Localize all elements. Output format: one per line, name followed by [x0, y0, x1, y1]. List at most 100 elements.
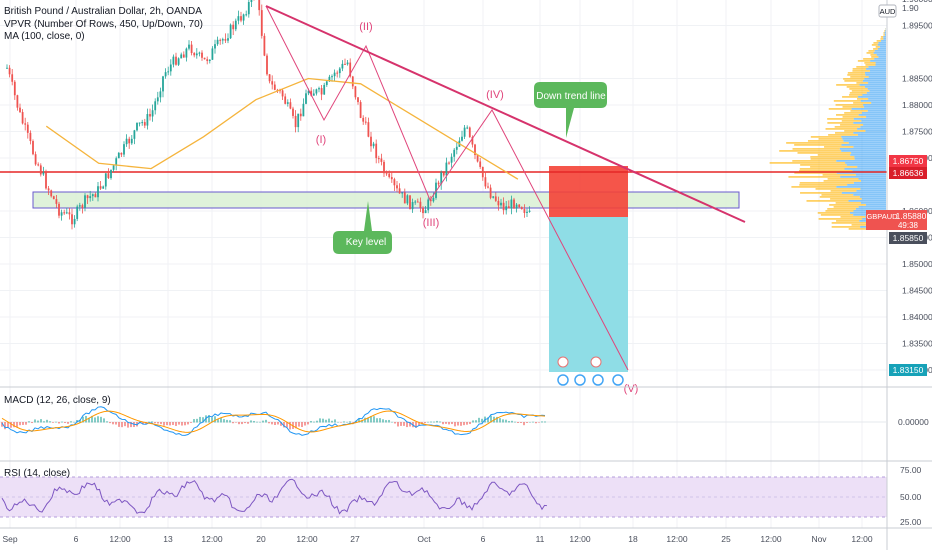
time-tick: 6: [481, 534, 486, 544]
vp-bar-up: [858, 178, 886, 180]
vp-bar-up: [857, 128, 886, 130]
vp-bar-up: [854, 118, 886, 120]
vp-bar-up: [863, 124, 886, 126]
candle-body: [199, 53, 201, 54]
macd-bar: [343, 421, 345, 422]
candle-body: [456, 147, 458, 150]
candle-body: [170, 65, 172, 72]
candle-body: [188, 45, 190, 49]
candle-body: [121, 153, 123, 155]
macd-bar: [373, 416, 375, 422]
vp-bar-down: [800, 192, 842, 194]
candle-body: [297, 114, 299, 127]
chart-title: British Pound / Australian Dollar, 2h, O…: [4, 6, 202, 17]
vp-bar-down: [836, 202, 861, 204]
macd-bar: [397, 422, 399, 426]
vp-bar-down: [872, 44, 878, 46]
candle-body: [287, 102, 289, 104]
candle-body: [245, 14, 247, 15]
candle-body: [503, 203, 505, 210]
time-tick: 12:00: [760, 534, 782, 544]
vp-bar-up: [871, 102, 886, 104]
vp-bar-up: [840, 176, 886, 178]
vp-bar-down: [807, 200, 849, 202]
vp-bar-up: [845, 162, 886, 164]
candle-body: [365, 122, 367, 123]
key-level-label: Key level: [346, 237, 387, 248]
candle-body: [9, 68, 11, 75]
candle-body: [495, 196, 497, 200]
candle-body: [61, 212, 63, 215]
macd-bar: [238, 422, 240, 424]
macd-bar: [427, 422, 429, 423]
candle-body: [32, 141, 34, 154]
down-trend-label: Down trend line: [536, 91, 606, 102]
vp-bar-up: [857, 166, 886, 168]
candle-body: [92, 194, 94, 196]
vp-bar-up: [847, 184, 886, 186]
vp-bar-up: [863, 80, 886, 82]
candle-body: [438, 183, 440, 185]
price-tick: 1.83500: [902, 339, 932, 349]
vp-bar-down: [826, 128, 858, 130]
macd-bar: [502, 419, 504, 422]
ma-legend[interactable]: MA (100, close, 0): [4, 31, 85, 42]
vp-bar-down: [849, 94, 862, 96]
macd-bar: [223, 419, 225, 422]
candle-body: [89, 196, 91, 198]
rsi-legend[interactable]: RSI (14, close): [4, 468, 70, 479]
candle-body: [331, 76, 333, 77]
vp-bar-up: [852, 108, 886, 110]
candle-body: [102, 186, 104, 188]
candle-body: [243, 14, 245, 20]
vp-bar-up: [865, 86, 886, 88]
macd-bar: [319, 418, 321, 422]
macd-bar: [301, 422, 303, 427]
event-flag-icon[interactable]: [575, 375, 585, 385]
macd-bar: [403, 422, 405, 426]
event-flag-icon[interactable]: [558, 357, 568, 367]
candle-body: [79, 205, 81, 206]
event-flag-icon[interactable]: [613, 375, 623, 385]
key-level-zone[interactable]: [33, 192, 739, 208]
vp-bar-up: [878, 42, 886, 44]
macd-bar: [346, 422, 348, 423]
vp-bar-up: [876, 62, 886, 64]
vp-bar-up: [854, 182, 886, 184]
macd-bar: [64, 422, 66, 423]
candle-body: [209, 60, 211, 61]
vpvr-legend[interactable]: VPVR (Number Of Rows, 450, Up/Down, 70): [4, 19, 203, 30]
vp-bar-down: [858, 60, 870, 62]
event-flag-icon[interactable]: [593, 375, 603, 385]
price-tag-1-value: 1.86750: [893, 156, 924, 166]
stop-zone[interactable]: [549, 166, 628, 217]
vp-bar-down: [811, 158, 855, 160]
candle-body: [300, 114, 302, 117]
candle-body: [334, 73, 336, 77]
currency-badge[interactable]: AUD: [879, 5, 896, 17]
candle-body: [45, 172, 47, 188]
event-flag-icon[interactable]: [558, 375, 568, 385]
candle-body: [295, 116, 297, 127]
macd-bar: [28, 421, 30, 422]
vp-bar-down: [791, 186, 836, 188]
vp-bar-up: [842, 138, 886, 140]
candle-body: [251, 0, 253, 2]
macd-bar: [328, 419, 330, 423]
time-tick: 12:00: [296, 534, 318, 544]
candle-body: [344, 64, 346, 65]
vp-bar-down: [840, 124, 863, 126]
macd-bar: [112, 422, 114, 424]
event-flag-icon[interactable]: [591, 357, 601, 367]
candle-body: [191, 45, 193, 53]
macd-legend[interactable]: MACD (12, 26, close, 9): [4, 395, 111, 406]
candle-body: [167, 71, 169, 72]
vp-bar-down: [856, 82, 868, 84]
candle-body: [27, 125, 29, 133]
vp-bar-down: [829, 204, 866, 206]
candle-body: [123, 144, 125, 154]
vp-bar-up: [861, 100, 886, 102]
time-tick: 27: [350, 534, 360, 544]
macd-bar: [466, 422, 468, 425]
